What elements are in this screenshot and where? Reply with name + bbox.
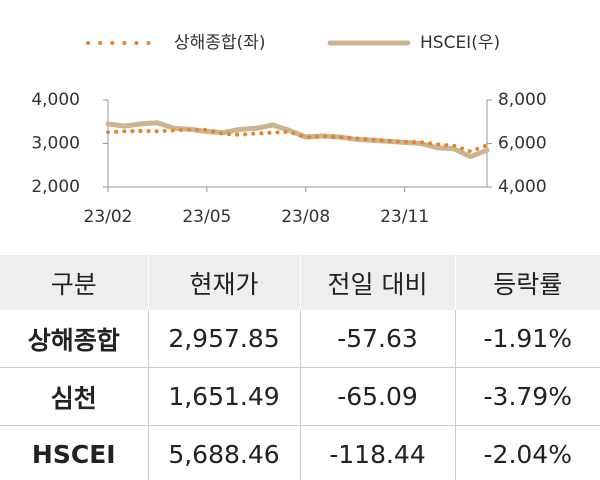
table-cell: 구분 <box>0 255 148 310</box>
table-row: 상해종합 2,957.85 -57.63 -1.91% <box>0 310 600 368</box>
x-tick-label: 23/11 <box>380 207 429 227</box>
table-cell: 심천 <box>0 367 148 426</box>
x-tick-label: 23/08 <box>281 207 330 227</box>
table-cell: 상해종합 <box>0 310 148 368</box>
table-cell: -3.79% <box>454 367 600 426</box>
y2-tick-label: 6,000 <box>498 134 547 154</box>
series-line <box>106 127 489 154</box>
legend-label: 상해종합(좌) <box>174 33 265 53</box>
quote-table: 구분 현재가 전일 대비 등락률 상해종합 2,957.85 -57.63 -1.91% 심천 1… <box>0 255 600 480</box>
table-row: 구분 현재가 전일 대비 등락률 <box>0 255 600 310</box>
y2-tick-label: 8,000 <box>498 90 547 110</box>
table-cell: -118.44 <box>299 425 455 480</box>
table-cell: -1.91% <box>454 310 600 368</box>
table-row: 심천 1,651.49 -65.09 -3.79% <box>0 367 600 426</box>
y-tick-label: 3,000 <box>31 134 80 154</box>
table-cell: 5,688.46 <box>147 425 300 480</box>
x-tick-label: 23/05 <box>182 207 231 227</box>
table-cell: 전일 대비 <box>299 255 455 310</box>
x-tick-label: 23/02 <box>84 207 133 227</box>
table-cell: 2,957.85 <box>147 310 300 368</box>
table-cell: 현재가 <box>147 255 300 310</box>
table-cell: 1,651.49 <box>147 367 300 426</box>
series-line <box>105 120 490 160</box>
y-tick-label: 2,000 <box>31 177 80 197</box>
table-cell: -65.09 <box>299 367 455 426</box>
table-cell: -2.04% <box>454 425 600 480</box>
table-cell: 등락률 <box>454 255 600 310</box>
y-tick-label: 4,000 <box>31 90 80 110</box>
table-cell: HSCEI <box>0 425 148 480</box>
chart: 4,000 3,000 2,000 8,000 6,000 4,000 23/02 23/05… <box>31 33 547 227</box>
table-row: HSCEI 5,688.46 -118.44 -2.04% <box>0 425 600 480</box>
y2-tick-label: 4,000 <box>498 177 547 197</box>
table-cell: -57.63 <box>299 310 455 368</box>
legend-label: HSCEI(우) <box>420 33 500 53</box>
